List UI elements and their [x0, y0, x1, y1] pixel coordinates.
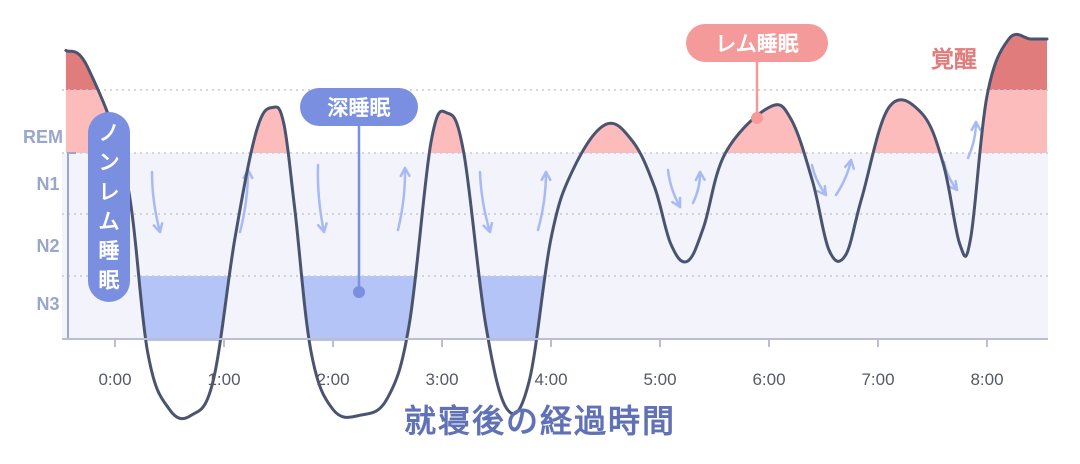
deep-sleep-pill	[300, 88, 418, 126]
x-tick-label: 5:00	[643, 370, 676, 389]
arrowhead-icon	[816, 184, 828, 197]
sleep-depth-line	[64, 32, 1049, 421]
arrow-down-icon	[316, 163, 326, 234]
y-label-n1: N1	[36, 174, 59, 194]
arrow-up-icon	[834, 158, 853, 197]
arrowhead-icon	[970, 120, 982, 132]
x-tick-label: 3:00	[425, 370, 458, 389]
wake-fill	[65, 34, 1047, 90]
y-label-rem: REM	[23, 127, 63, 147]
arrow-down-icon	[666, 168, 682, 209]
arrowhead-icon	[540, 170, 552, 182]
arrow-up-icon	[536, 170, 548, 232]
y-label-n2: N2	[36, 236, 59, 256]
x-tick-label: 0:00	[98, 370, 131, 389]
x-tick-label: 2:00	[316, 370, 349, 389]
y-axis-labels: REM N1 N2 N3	[23, 127, 63, 314]
x-tick-label: 8:00	[970, 370, 1003, 389]
rem-sleep-pill	[686, 24, 828, 62]
arrowhead-icon	[843, 158, 855, 170]
rem-pointer-dot	[751, 112, 763, 124]
arrow-up-icon	[966, 120, 978, 160]
arrowhead-icon	[399, 166, 411, 178]
arrow-up-icon	[396, 166, 407, 232]
deep-sleep-label: 深睡眠	[328, 96, 391, 120]
nonrem-pill	[88, 112, 130, 302]
wake-label: 覚醒	[931, 47, 977, 73]
nonrem-label: ノンレム睡眠ノンレム睡眠	[99, 121, 120, 293]
rem-sleep-label: レム睡眠	[715, 32, 799, 56]
arrowhead-icon	[671, 196, 682, 209]
arrow-down-icon	[150, 170, 162, 234]
x-axis-ticks: 0:00 1:00 2:00 3:00 4:00 5:00 6:00 7:00 8:00	[98, 339, 1004, 389]
x-tick-label: 7:00	[861, 370, 894, 389]
arrowhead-icon	[694, 170, 706, 182]
nonrem-label-char: ノ	[99, 121, 120, 145]
nonrem-label-char: ン	[99, 151, 120, 175]
arrowhead-icon	[947, 179, 959, 192]
direction-arrows	[150, 120, 982, 234]
nonrem-label-char: 睡	[99, 239, 120, 263]
nonrem-label-char: レ	[99, 180, 120, 204]
deep-pointer-dot	[353, 286, 365, 298]
arrowhead-icon	[316, 222, 328, 234]
x-tick-label: 1:00	[207, 370, 240, 389]
arrow-down-icon	[810, 163, 828, 197]
x-axis-title: 就寝後の経過時間	[404, 402, 676, 440]
arrowhead-icon	[482, 221, 494, 234]
y-label-n3: N3	[36, 294, 59, 314]
arrow-down-icon	[478, 170, 492, 234]
nonrem-label-char: 眠	[99, 269, 120, 293]
nonrem-label-char: ム	[99, 210, 120, 234]
x-tick-label: 6:00	[752, 370, 785, 389]
x-tick-label: 4:00	[534, 370, 567, 389]
arrowhead-icon	[152, 222, 164, 234]
